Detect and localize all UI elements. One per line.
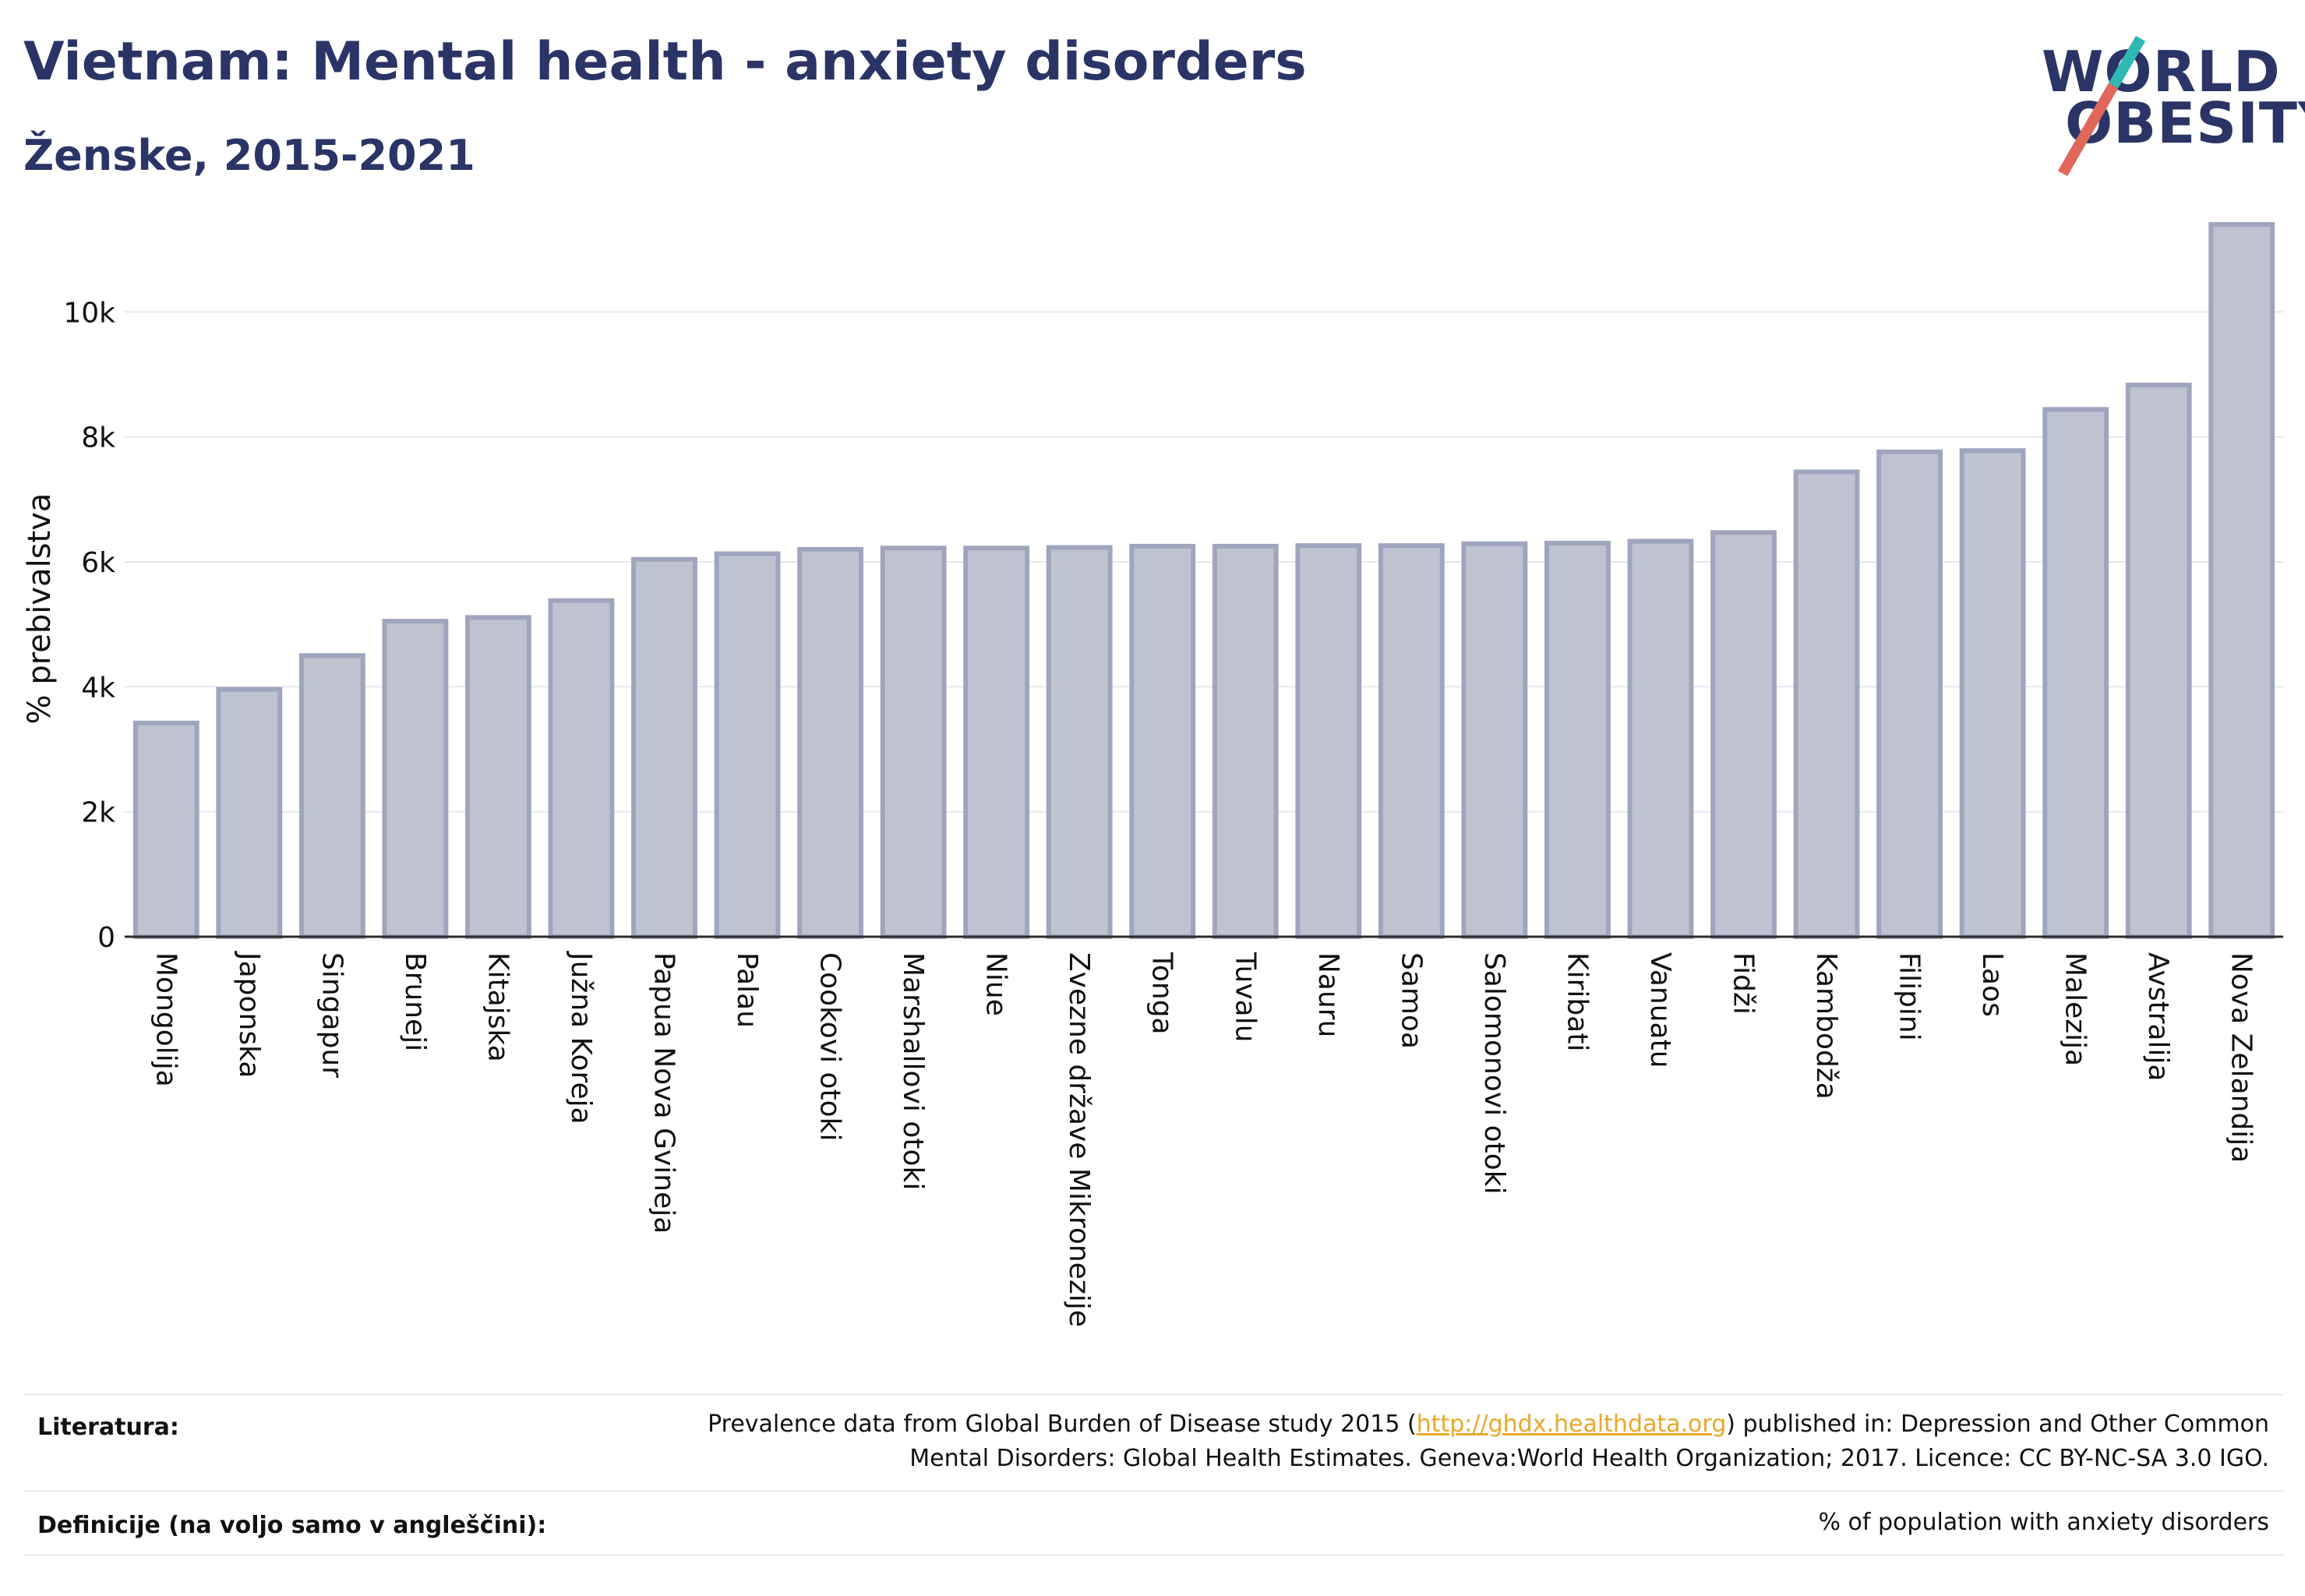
- x-tick-label: Zvezne države Mikronezije: [1063, 952, 1095, 1327]
- bar-4: [465, 615, 531, 939]
- x-tick-label: Palau: [731, 952, 763, 1028]
- bar-10: [963, 546, 1030, 939]
- x-tick-label: Kitajska: [482, 952, 514, 1062]
- footer-divider-bottom: [23, 1554, 2283, 1556]
- bar-21: [1876, 449, 1943, 939]
- x-tick-label: Salomonovi otoki: [1478, 952, 1510, 1195]
- x-tick-label: Fidži: [1728, 952, 1760, 1015]
- bar-11: [1046, 545, 1113, 940]
- bar-18: [1627, 538, 1694, 939]
- literature-line2: Mental Disorders: Global Health Estimate…: [909, 1445, 2269, 1472]
- bar-14: [1295, 543, 1362, 940]
- bar-8: [797, 546, 863, 939]
- x-tick-label: Kambodža: [1810, 952, 1842, 1100]
- bar-23: [2042, 407, 2109, 939]
- bar-5: [548, 598, 615, 940]
- x-tick-label: Nova Zelandija: [2226, 952, 2257, 1163]
- x-tick-label: Bruneji: [399, 952, 431, 1051]
- x-tick-label: Južna Koreja: [565, 951, 597, 1125]
- world-obesity-logo: WORLD OBESITY: [2026, 31, 2305, 177]
- x-tick-label: Samoa: [1395, 952, 1427, 1049]
- bar-1: [216, 687, 283, 939]
- y-tick-label: 0: [97, 922, 115, 954]
- definitions-label: Definicije (na voljo samo v angleščini):: [37, 1512, 547, 1539]
- x-tick-label: Tonga: [1146, 952, 1178, 1035]
- bars: [132, 222, 2275, 940]
- axes: 0 2k 4k 6k 8k 10k Mongolija Japonska Singapur Bru…: [63, 297, 2283, 1327]
- bar-19: [1710, 530, 1777, 939]
- literature-link[interactable]: http://ghdx.healthdata.org: [1416, 1411, 1727, 1438]
- x-tick-label: Vanuatu: [1644, 952, 1676, 1068]
- bar-13: [1212, 543, 1279, 939]
- bar-24: [2125, 383, 2192, 940]
- footer-divider-middle: [23, 1490, 2283, 1492]
- page-title: Vietnam: Mental health - anxiety disorde…: [23, 31, 1307, 93]
- bar-0: [132, 720, 199, 940]
- definitions-text: % of population with anxiety disorders: [1818, 1509, 2269, 1536]
- literature-text-before: Prevalence data from Global Burden of Di…: [708, 1411, 1417, 1438]
- x-tick-label: Cookovi otoki: [814, 952, 846, 1142]
- y-tick-label: 2k: [81, 797, 115, 829]
- x-tick-label: Papua Nova Gvineja: [648, 952, 680, 1234]
- bar-7: [714, 551, 781, 940]
- y-tick-label: 4k: [81, 672, 115, 704]
- literature-label: Literatura:: [37, 1414, 179, 1441]
- footer-literature: Literatura: Prevalence data from Global …: [23, 1403, 2283, 1488]
- x-tick-label: Avstralija: [2142, 952, 2174, 1082]
- bar-6: [631, 556, 697, 939]
- y-tick-label: 6k: [81, 547, 115, 579]
- y-axis-label: % prebivalstva: [22, 493, 58, 725]
- footer-definitions: Definicije (na voljo samo v angleščini):…: [23, 1498, 2283, 1552]
- bar-17: [1544, 540, 1611, 939]
- page-subtitle: Ženske, 2015-2021: [23, 131, 475, 180]
- bar-16: [1461, 541, 1528, 940]
- x-tick-label: Niue: [980, 952, 1012, 1016]
- bar-20: [1793, 469, 1860, 939]
- x-tick-label: Filipini: [1894, 952, 1926, 1041]
- x-tick-label: Singapur: [316, 952, 348, 1078]
- bar-2: [298, 653, 365, 940]
- y-tick-label: 10k: [63, 297, 115, 329]
- logo-line1: WORLD: [2042, 39, 2281, 104]
- bar-22: [1959, 448, 2026, 939]
- x-tick-label: Mongolija: [150, 952, 182, 1087]
- bar-15: [1378, 543, 1445, 940]
- literature-text-after: ) published in: Depression and Other Com…: [1726, 1411, 2269, 1438]
- bar-25: [2208, 222, 2275, 939]
- x-tick-label: Marshallovi otoki: [897, 952, 929, 1190]
- literature-text: Prevalence data from Global Burden of Di…: [708, 1407, 2269, 1476]
- x-tick-label: Malezija: [2060, 952, 2091, 1066]
- y-tick-label: 8k: [81, 422, 115, 454]
- footer-divider-top: [23, 1393, 2283, 1396]
- bar-9: [880, 546, 947, 939]
- x-tick-label: Laos: [1976, 952, 2008, 1017]
- x-tick-label: Tuvalu: [1229, 952, 1261, 1043]
- bar-3: [382, 619, 449, 940]
- x-tick-label: Nauru: [1312, 952, 1344, 1037]
- x-tick-label: Kiribati: [1561, 952, 1593, 1051]
- bar-chart: 0 2k 4k 6k 8k 10k Mongolija Japonska Singapur Bru…: [22, 222, 2283, 1327]
- bar-12: [1129, 543, 1196, 939]
- grid-lines: [125, 311, 2283, 813]
- x-tick-label: Japonska: [233, 951, 265, 1078]
